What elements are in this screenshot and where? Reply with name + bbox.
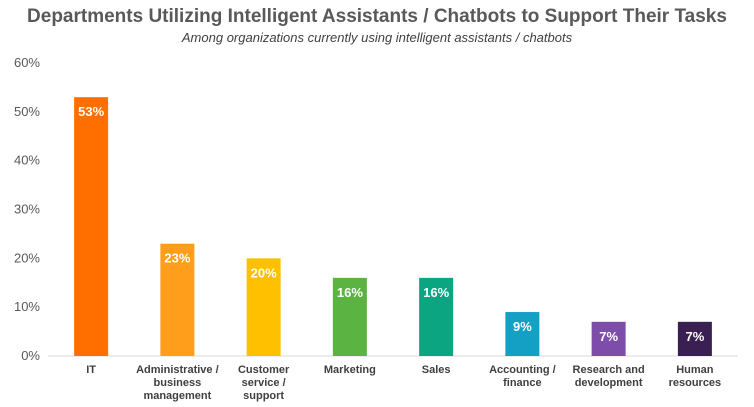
x-category-label: support	[243, 390, 284, 402]
x-category-label: Customer	[238, 364, 290, 376]
bar	[591, 321, 626, 356]
y-tick-label: 40%	[14, 153, 40, 168]
bar	[332, 277, 367, 356]
y-tick-label: 20%	[14, 250, 40, 265]
data-label: 53%	[78, 104, 104, 119]
x-category-label: IT	[86, 364, 96, 376]
bar	[677, 321, 712, 356]
data-label: 7%	[599, 329, 618, 344]
data-label: 16%	[423, 285, 449, 300]
x-category-label: Sales	[422, 364, 451, 376]
y-tick-label: 0%	[21, 348, 40, 363]
data-label: 23%	[164, 251, 190, 266]
y-tick-label: 10%	[14, 299, 40, 314]
x-category-label: management	[143, 390, 211, 402]
x-category-label: service /	[242, 377, 286, 389]
data-label: 9%	[513, 319, 532, 334]
x-category-label: Administrative /	[136, 364, 219, 376]
x-category-label: business	[154, 377, 202, 389]
bar	[160, 243, 195, 356]
bar	[505, 312, 540, 356]
y-tick-label: 50%	[14, 104, 40, 119]
data-label: 7%	[685, 329, 704, 344]
data-label: 20%	[251, 265, 277, 280]
chart-subtitle: Among organizations currently using inte…	[181, 30, 573, 45]
y-tick-label: 60%	[14, 55, 40, 70]
data-label: 16%	[337, 285, 363, 300]
x-category-label: development	[575, 377, 643, 389]
bar	[246, 258, 281, 356]
x-category-label: Research and	[573, 364, 645, 376]
chart-title: Departments Utilizing Intelligent Assist…	[27, 6, 727, 27]
bar	[74, 97, 109, 356]
x-category-label: finance	[503, 377, 542, 389]
y-tick-label: 30%	[14, 202, 40, 217]
bar	[419, 277, 454, 356]
x-category-label: Human	[676, 364, 714, 376]
x-category-label: Accounting /	[489, 364, 556, 376]
x-category-label: resources	[669, 377, 722, 389]
x-category-label: Marketing	[324, 364, 376, 376]
